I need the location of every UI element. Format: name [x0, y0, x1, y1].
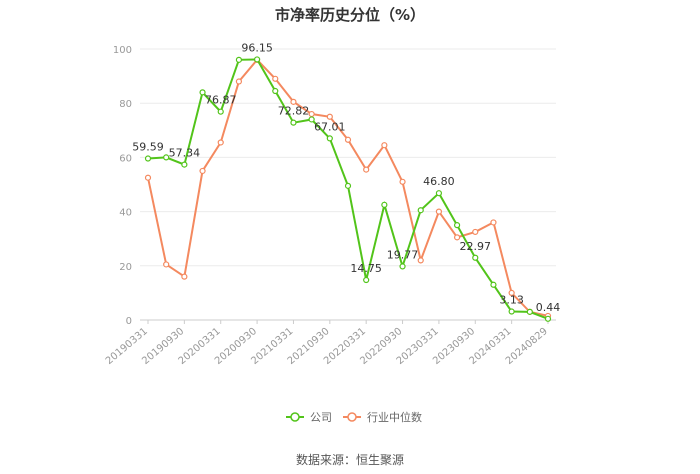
data-point-industry-median-20230930: [472, 228, 479, 236]
data-point-company-20200930: [253, 56, 261, 63]
y-tick-label-80: 80: [119, 99, 132, 110]
data-point-company-20191231: [199, 89, 206, 96]
y-tick-label-100: 100: [113, 45, 132, 56]
y-tick-label-60: 60: [119, 153, 132, 164]
y-tick-label-20: 20: [119, 262, 132, 273]
data-point-company-20210331: [290, 119, 297, 126]
data-label-20190930: 57.34: [169, 147, 201, 160]
data-point-industry-median-20200331: [217, 139, 224, 146]
data-point-industry-median-20190331: [144, 174, 152, 181]
data-point-company-20240331: [508, 308, 515, 315]
data-point-industry-median-20190630: [163, 261, 170, 268]
data-point-company-20211231: [344, 182, 352, 189]
data-point-industry-median-20211231: [344, 136, 352, 143]
data-label-20220930: 19.77: [387, 248, 419, 261]
data-point-industry-median-20230331: [435, 208, 443, 215]
data-label-20200331: 76.87: [205, 94, 237, 107]
y-tick-label-0: 0: [126, 316, 132, 327]
data-point-company-20231231: [490, 281, 497, 288]
data-point-industry-median-20210930: [326, 113, 333, 120]
chart-title: 市净率历史分位（%）: [274, 6, 426, 24]
data-point-industry-median-20191231: [199, 167, 206, 175]
data-point-industry-median-20240331: [508, 289, 515, 296]
data-point-company-20240829: [544, 315, 552, 322]
data-point-industry-median-20190930: [181, 273, 188, 280]
data-point-company-20230630: [453, 222, 461, 229]
data-label-20190331: 59.59: [132, 141, 164, 154]
data-point-industry-median-20220331: [363, 166, 370, 173]
y-tick-label-40: 40: [119, 208, 132, 219]
data-point-industry-median-20230630: [453, 234, 461, 241]
data-point-company-20230930: [472, 254, 479, 261]
data-point-company-20240630: [526, 308, 533, 315]
data-point-company-20220630: [381, 201, 388, 208]
data-point-company-20190331: [144, 155, 152, 162]
data-point-company-20210930: [326, 135, 333, 142]
data-label-20210930: 67.01: [314, 120, 346, 133]
data-point-industry-median-20201231: [272, 75, 279, 82]
data-point-industry-median-20221231: [417, 257, 424, 264]
data-label-20210331: 72.82: [278, 105, 310, 118]
data-label-20240829: 0.44: [536, 301, 561, 314]
data-point-company-20200630: [235, 56, 243, 63]
data-label-20230331: 46.80: [423, 175, 455, 188]
data-source-note: 数据来源：恒生聚源: [295, 453, 404, 467]
data-point-company-20200331: [217, 108, 224, 115]
data-point-industry-median-20220630: [381, 142, 388, 149]
data-label-20240331: 3.13: [499, 294, 524, 307]
legend-company-marker: [290, 412, 300, 422]
data-point-company-20190630: [163, 154, 170, 161]
data-point-industry-median-20220930: [399, 178, 406, 185]
legend-company-label: 公司: [310, 411, 332, 424]
data-point-industry-median-20231231: [490, 219, 497, 226]
data-point-industry-median-20200630: [235, 78, 243, 85]
data-label-20200930: 96.15: [241, 41, 273, 54]
data-point-company-20210630: [308, 116, 315, 123]
data-point-industry-median-20210331: [290, 98, 297, 105]
data-point-company-20220930: [399, 263, 406, 270]
data-point-company-20190930: [181, 161, 188, 168]
data-label-20220331: 14.75: [350, 262, 382, 275]
data-point-company-20221231: [417, 207, 424, 214]
data-point-industry-median-20210630: [308, 110, 315, 118]
data-point-company-20220331: [363, 276, 370, 284]
data-point-company-20230331: [435, 190, 443, 197]
data-point-company-20201231: [272, 87, 279, 95]
legend-industry-median-label: 行业中位数: [367, 410, 422, 424]
legend-industry-median-marker: [347, 412, 357, 422]
data-label-20230930: 22.97: [460, 240, 492, 253]
